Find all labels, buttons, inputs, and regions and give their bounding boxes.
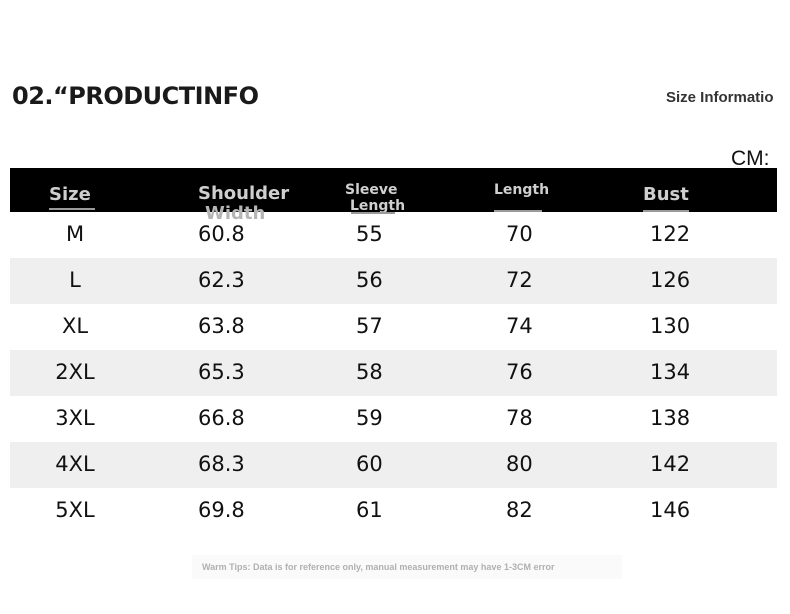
header-size-label: Size: [49, 184, 91, 205]
cell-length: 74: [506, 314, 533, 338]
header-shoulder-line1: Shoulder: [198, 183, 290, 204]
table-row: 5XL 69.8 61 82 146: [10, 488, 777, 534]
cell-length: 78: [506, 406, 533, 430]
cell-sleeve: 58: [356, 360, 383, 384]
cell-bust: 130: [650, 314, 691, 338]
size-information-label: Size Informatio: [666, 89, 774, 106]
cell-length: 82: [506, 498, 533, 522]
cell-length: 80: [506, 452, 533, 476]
header-bust-label: Bust: [643, 184, 689, 205]
size-table-body: M 60.8 55 70 122 L 62.3 56 72 126 XL 63.…: [10, 212, 777, 534]
cell-size: 4XL: [55, 452, 95, 476]
cell-sleeve: 56: [356, 268, 383, 292]
header-shoulder-width: Shoulder Width: [198, 184, 289, 224]
header-length-label: Length: [494, 182, 550, 198]
cell-shoulder: 68.3: [198, 452, 245, 476]
header-sleeve-length: Sleeve Length: [345, 182, 405, 214]
header-underline: [643, 210, 689, 212]
header-size: Size: [49, 184, 95, 210]
cell-bust: 122: [650, 222, 691, 246]
cell-size: XL: [61, 314, 89, 338]
header-underline: [494, 210, 542, 212]
table-row: 2XL 65.3 58 76 134: [10, 350, 777, 396]
cell-sleeve: 61: [356, 498, 383, 522]
cell-sleeve: 60: [356, 452, 383, 476]
cell-bust: 134: [650, 360, 691, 384]
table-row: M 60.8 55 70 122: [10, 212, 777, 258]
cell-size: 2XL: [55, 360, 95, 384]
cell-size: 3XL: [55, 406, 95, 430]
header-length: Length: [494, 182, 550, 212]
cell-shoulder: 60.8: [198, 222, 245, 246]
cell-bust: 138: [650, 406, 691, 430]
cell-bust: 146: [650, 498, 691, 522]
cell-sleeve: 57: [356, 314, 383, 338]
cell-length: 76: [506, 360, 533, 384]
table-row: 3XL 66.8 59 78 138: [10, 396, 777, 442]
cell-sleeve: 55: [356, 222, 383, 246]
cell-sleeve: 59: [356, 406, 383, 430]
cell-length: 72: [506, 268, 533, 292]
cell-size: M: [65, 222, 85, 246]
table-row: L 62.3 56 72 126: [10, 258, 777, 304]
header-underline: [49, 208, 95, 210]
warm-tips-note: Warm Tips: Data is for reference only, m…: [192, 555, 622, 579]
table-header: Size Shoulder Width Sleeve Length Length…: [10, 168, 777, 224]
header-bust: Bust: [643, 184, 689, 212]
header-sleeve-line1: Sleeve: [345, 182, 398, 198]
page-title: 02.“PRODUCTINFO: [12, 82, 259, 110]
cell-bust: 142: [650, 452, 691, 476]
unit-label: CM:: [731, 147, 770, 170]
cell-shoulder: 66.8: [198, 406, 245, 430]
table-row: XL 63.8 57 74 130: [10, 304, 777, 350]
cell-shoulder: 62.3: [198, 268, 245, 292]
table-row: 4XL 68.3 60 80 142: [10, 442, 777, 488]
cell-size: 5XL: [55, 498, 95, 522]
cell-shoulder: 63.8: [198, 314, 245, 338]
cell-shoulder: 69.8: [198, 498, 245, 522]
header-underline: [351, 212, 395, 214]
cell-bust: 126: [650, 268, 691, 292]
header-shoulder-line2: Width: [205, 203, 266, 224]
cell-size: L: [69, 268, 81, 292]
cell-length: 70: [506, 222, 533, 246]
header-sleeve-line2: Length: [350, 198, 406, 214]
cell-shoulder: 65.3: [198, 360, 245, 384]
